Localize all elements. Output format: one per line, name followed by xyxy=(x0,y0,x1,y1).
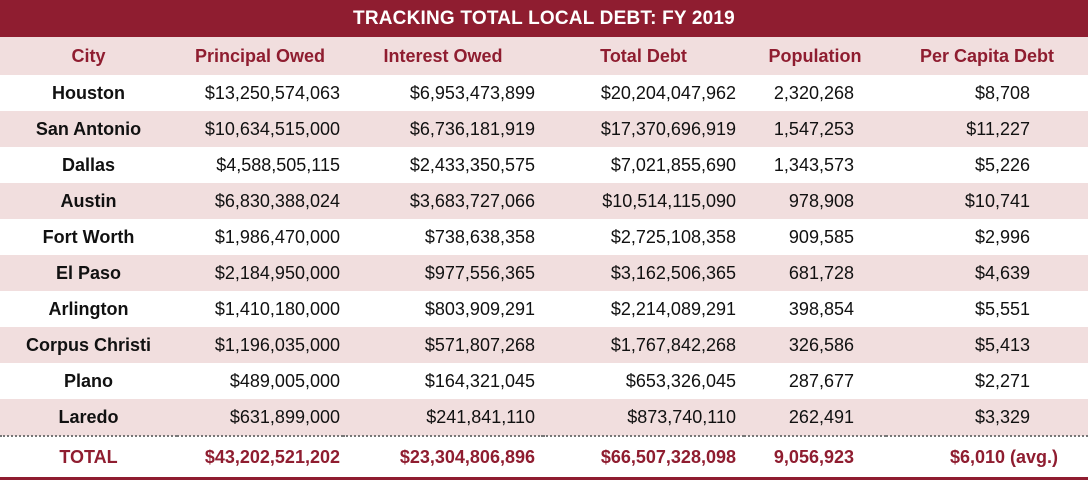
table-row: San Antonio $10,634,515,000 $6,736,181,9… xyxy=(0,111,1088,147)
principal-cell: $4,588,505,115 xyxy=(216,154,340,175)
header-per-capita-debt: Per Capita Debt xyxy=(886,37,1088,75)
table-row: Plano $489,005,000 $164,321,045 $653,326… xyxy=(0,363,1088,399)
total-principal-cell: $43,202,521,202 xyxy=(177,435,343,480)
per-capita-cell: $5,226 xyxy=(974,154,1030,175)
principal-cell: $13,250,574,063 xyxy=(204,82,340,103)
city-cell: Laredo xyxy=(0,399,177,436)
population-cell: 1,547,253 xyxy=(744,111,886,147)
header-row: City Principal Owed Interest Owed Total … xyxy=(0,37,1088,75)
table-row: Dallas $4,588,505,115 $2,433,350,575 $7,… xyxy=(0,147,1088,183)
per-capita-cell: $4,639 xyxy=(886,255,1088,291)
per-capita-cell: $2,996 xyxy=(974,226,1030,247)
header-principal-owed: Principal Owed xyxy=(177,37,343,75)
total-debt-cell: $873,740,110 xyxy=(543,399,744,436)
interest-cell: $977,556,365 xyxy=(343,255,543,291)
total-label: TOTAL xyxy=(0,435,177,480)
table-row: Corpus Christi $1,196,035,000 $571,807,2… xyxy=(0,327,1088,363)
city-cell: Austin xyxy=(0,183,177,219)
city-cell: Plano xyxy=(63,370,113,391)
population-cell: 1,343,573 xyxy=(773,154,854,175)
header-total-debt: Total Debt xyxy=(543,37,744,75)
total-debt-cell: $3,162,506,365 xyxy=(543,255,744,291)
total-interest-cell: $23,304,806,896 xyxy=(343,435,543,480)
principal-cell: $6,830,388,024 xyxy=(177,183,343,219)
total-debt-cell: $653,326,045 xyxy=(625,370,736,391)
average-per-capita-cell: $6,010 (avg.) xyxy=(886,435,1088,480)
table-row: Laredo $631,899,000 $241,841,110 $873,74… xyxy=(0,399,1088,436)
header-population: Population xyxy=(744,37,886,75)
interest-cell: $3,683,727,066 xyxy=(343,183,543,219)
interest-cell: $803,909,291 xyxy=(424,298,535,319)
total-debt-sum-cell: $66,507,328,098 xyxy=(543,435,744,480)
principal-cell: $2,184,950,000 xyxy=(177,255,343,291)
per-capita-cell: $3,329 xyxy=(886,399,1088,436)
interest-cell: $571,807,268 xyxy=(343,327,543,363)
per-capita-cell: $11,227 xyxy=(886,111,1088,147)
total-debt-cell: $2,214,089,291 xyxy=(610,298,736,319)
interest-cell: $6,736,181,919 xyxy=(343,111,543,147)
total-debt-cell: $1,767,842,268 xyxy=(543,327,744,363)
population-cell: 262,491 xyxy=(744,399,886,436)
principal-cell: $10,634,515,000 xyxy=(177,111,343,147)
table-row: Houston $13,250,574,063 $6,953,473,899 $… xyxy=(0,75,1088,111)
city-cell: San Antonio xyxy=(0,111,177,147)
total-debt-cell: $20,204,047,962 xyxy=(600,82,736,103)
interest-cell: $738,638,358 xyxy=(424,226,535,247)
principal-cell: $1,986,470,000 xyxy=(214,226,340,247)
interest-cell: $241,841,110 xyxy=(343,399,543,436)
header-interest-owed: Interest Owed xyxy=(343,37,543,75)
principal-cell: $631,899,000 xyxy=(177,399,343,436)
city-cell: Corpus Christi xyxy=(0,327,177,363)
population-cell: 326,586 xyxy=(744,327,886,363)
population-cell: 2,320,268 xyxy=(773,82,854,103)
per-capita-cell: $5,551 xyxy=(974,298,1030,319)
table-title: TRACKING TOTAL LOCAL DEBT: FY 2019 xyxy=(0,0,1088,37)
population-cell: 909,585 xyxy=(788,226,854,247)
principal-cell: $1,410,180,000 xyxy=(214,298,340,319)
population-cell: 978,908 xyxy=(744,183,886,219)
per-capita-cell: $8,708 xyxy=(974,82,1030,103)
total-debt-cell: $2,725,108,358 xyxy=(610,226,736,247)
population-cell: 287,677 xyxy=(788,370,854,391)
header-city: City xyxy=(0,37,177,75)
city-cell: Arlington xyxy=(48,298,129,319)
interest-cell: $2,433,350,575 xyxy=(409,154,535,175)
population-cell: 398,854 xyxy=(788,298,854,319)
interest-cell: $6,953,473,899 xyxy=(409,82,535,103)
total-population-cell: 9,056,923 xyxy=(744,435,886,480)
per-capita-cell: $5,413 xyxy=(886,327,1088,363)
total-debt-cell: $10,514,115,090 xyxy=(543,183,744,219)
table-row: Fort Worth $1,986,470,000 $738,638,358 $… xyxy=(0,219,1088,255)
city-cell: Houston xyxy=(52,82,125,103)
principal-cell: $1,196,035,000 xyxy=(177,327,343,363)
total-row: TOTAL $43,202,521,202 $23,304,806,896 $6… xyxy=(0,435,1088,480)
interest-cell: $164,321,045 xyxy=(424,370,535,391)
total-debt-cell: $7,021,855,690 xyxy=(610,154,736,175)
table-row: Arlington $1,410,180,000 $803,909,291 $2… xyxy=(0,291,1088,327)
city-cell: El Paso xyxy=(0,255,177,291)
per-capita-cell: $2,271 xyxy=(974,370,1030,391)
table-row: El Paso $2,184,950,000 $977,556,365 $3,1… xyxy=(0,255,1088,291)
table-row: Austin $6,830,388,024 $3,683,727,066 $10… xyxy=(0,183,1088,219)
city-cell: Dallas xyxy=(61,154,116,175)
total-debt-cell: $17,370,696,919 xyxy=(543,111,744,147)
population-cell: 681,728 xyxy=(744,255,886,291)
per-capita-cell: $10,741 xyxy=(886,183,1088,219)
principal-cell: $489,005,000 xyxy=(229,370,340,391)
debt-table: City Principal Owed Interest Owed Total … xyxy=(0,37,1088,480)
city-cell: Fort Worth xyxy=(42,226,135,247)
